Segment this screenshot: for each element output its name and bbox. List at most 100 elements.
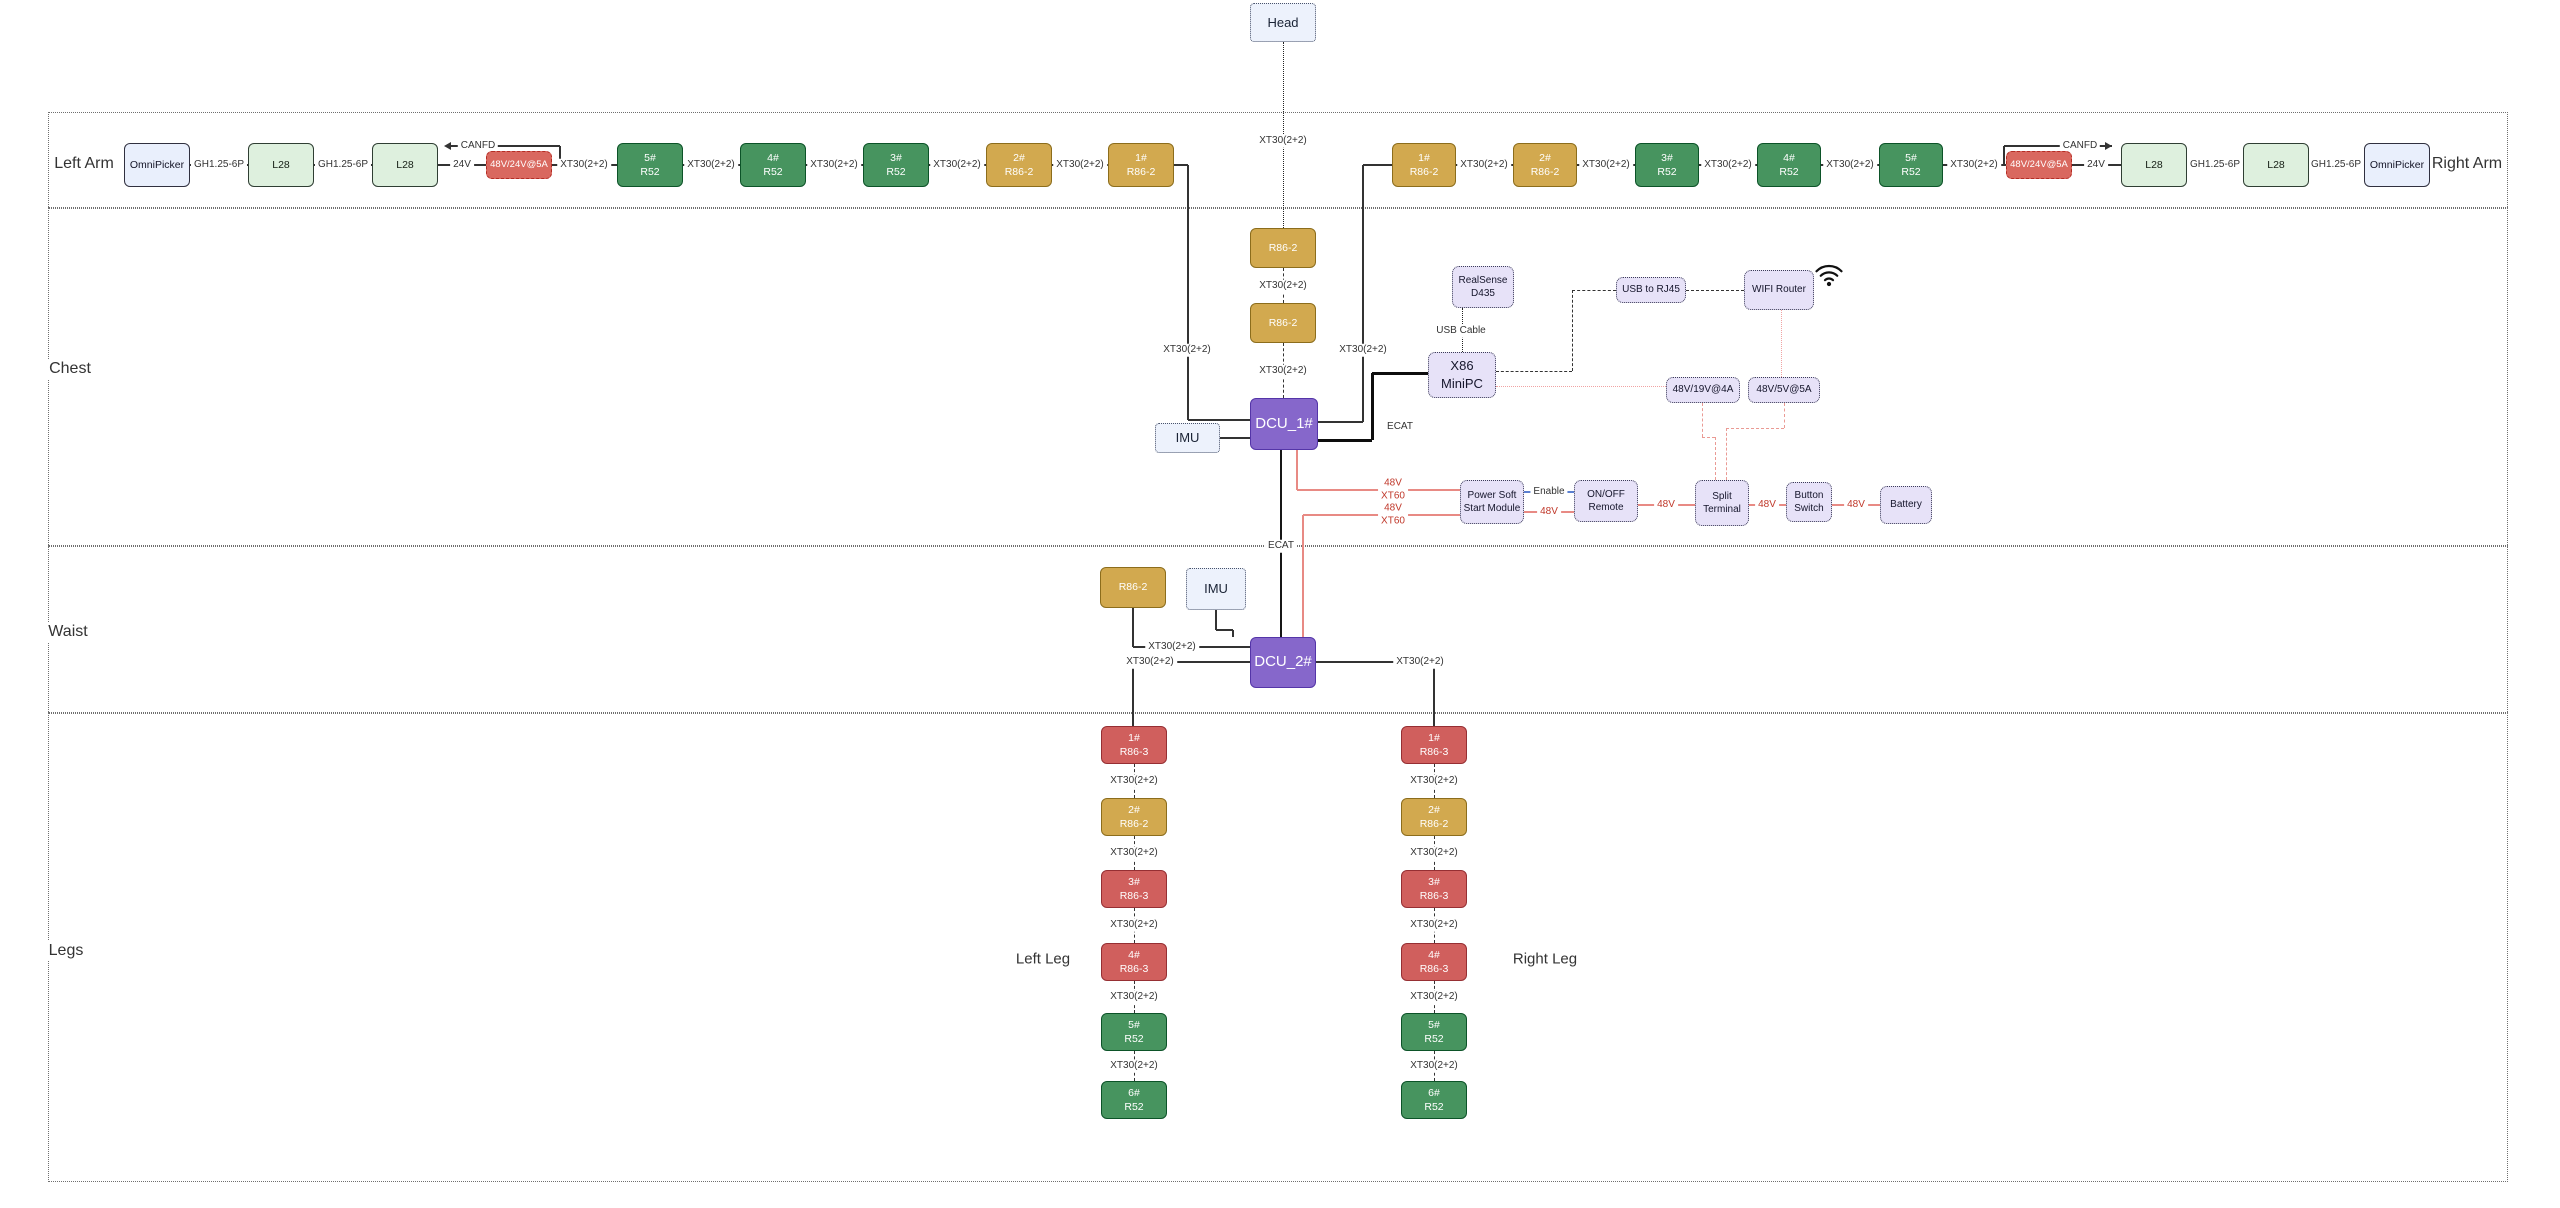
connector-line	[446, 145, 560, 147]
node-label: R52	[1424, 1033, 1444, 1045]
node-split-terminal: Split Terminal	[1695, 480, 1749, 526]
node-l28-right-1: L28	[2121, 143, 2187, 187]
node-label: 4#	[1428, 948, 1440, 961]
label-line: 48V	[1540, 505, 1558, 517]
node-label: Button	[1794, 489, 1824, 501]
label-line: XT30(2+2)	[1410, 846, 1458, 858]
node-omnipicker-right: OmniPicker	[2364, 143, 2430, 187]
node-label: 1#	[1135, 151, 1147, 164]
node-chest-r862-a: R86-2	[1250, 228, 1316, 268]
label-line: GH1.25-6P	[2310, 158, 2362, 170]
edge-label: 48V XT60	[1378, 502, 1408, 528]
node-label: ON/OFF	[1587, 488, 1625, 500]
node-l28-left-2: L28	[372, 143, 438, 187]
node-label: 48V/24V@5A	[2010, 158, 2068, 170]
edge-label: Right Leg	[1509, 950, 1581, 970]
node-label: R86-3	[1419, 746, 1449, 758]
node-label: R86-3	[1119, 963, 1149, 975]
connector-line	[1726, 428, 1784, 429]
label-line: XT30(2+2)	[1410, 990, 1458, 1002]
node-label: 48V/24V@5A	[490, 158, 548, 170]
label-line: XT30(2+2)	[1582, 158, 1630, 170]
label-line: CANFD	[460, 139, 496, 151]
node-dcu-2: DCU_2#	[1250, 637, 1316, 688]
node-onoff-remote: ON/OFF Remote	[1574, 480, 1638, 522]
node-label: R52	[763, 166, 783, 178]
label-line: 48V	[1384, 477, 1402, 489]
label-line: Waist	[48, 623, 88, 640]
node-label: 1#	[1418, 151, 1430, 164]
node-right-arm-4: 4# R52	[1757, 143, 1821, 187]
edge-label: XT30(2+2)	[1407, 918, 1461, 932]
label-line: GH1.25-6P	[317, 158, 369, 170]
node-converter-right-arm: 48V/24V@5A	[2006, 151, 2072, 179]
node-label: R86-2	[1004, 166, 1034, 178]
label-line: XT60	[1381, 515, 1405, 526]
edge-label: CANFD	[2059, 139, 2101, 153]
edge-label: XT30(2+2)	[1336, 343, 1390, 357]
node-label: MiniPC	[1441, 376, 1483, 391]
node-label: 3#	[1661, 151, 1673, 164]
label-line: XT30(2+2)	[1163, 343, 1211, 355]
edge-label: XT30(2+2)	[1947, 158, 2001, 172]
label-line: XT30(2+2)	[1056, 158, 1104, 170]
edge-label: 24V	[2084, 158, 2108, 172]
connector-line	[1784, 403, 1785, 428]
node-right-leg-4: 4# R86-3	[1401, 943, 1467, 981]
node-imu-waist: IMU	[1186, 568, 1246, 610]
label-line: 24V	[2087, 158, 2105, 170]
connector-line	[1372, 371, 1428, 375]
connector-line	[1132, 608, 1134, 647]
node-left-arm-4: 4# R52	[740, 143, 806, 187]
edge-label: XT30(2+2)	[1256, 279, 1310, 293]
node-label: R52	[640, 166, 660, 178]
node-right-arm-3: 3# R52	[1635, 143, 1699, 187]
edge-label: 48V	[1654, 498, 1678, 512]
label-line: GH1.25-6P	[193, 158, 245, 170]
edge-label: XT30(2+2)	[684, 158, 738, 172]
node-label: L28	[396, 158, 414, 171]
node-label: 3#	[890, 151, 902, 164]
label-line: Left Arm	[54, 155, 114, 172]
node-label: Power Soft	[1467, 489, 1517, 501]
node-label: Start Module	[1463, 503, 1521, 514]
edge-label: XT30(2+2)	[1407, 774, 1461, 788]
connector-line	[1572, 290, 1573, 371]
node-label: 1#	[1128, 731, 1140, 744]
label-line: XT30(2+2)	[1259, 279, 1307, 291]
label-line: GH1.25-6P	[2189, 158, 2241, 170]
node-head: Head	[1250, 3, 1316, 42]
node-label: IMU	[1175, 430, 1200, 446]
connector-line	[1174, 164, 1188, 166]
node-right-arm-2: 2# R86-2	[1513, 143, 1577, 187]
edge-label: XT30(2+2)	[1256, 134, 1310, 148]
node-label: 5#	[1428, 1018, 1440, 1031]
node-label: L28	[272, 158, 290, 171]
node-right-leg-2: 2# R86-2	[1401, 798, 1467, 836]
node-right-leg-3: 3# R86-3	[1401, 870, 1467, 908]
node-label: R86-2	[1126, 166, 1156, 178]
label-line: XT30(2+2)	[1148, 640, 1196, 652]
connector-line	[1781, 310, 1782, 377]
node-label: 48V/19V@4A	[1672, 384, 1734, 396]
node-label: 4#	[1783, 151, 1795, 164]
label-line: XT30(2+2)	[1110, 990, 1158, 1002]
connector-line	[1715, 437, 1716, 480]
node-usb-to-rj45: USB to RJ45	[1616, 277, 1686, 303]
node-label: R86-3	[1119, 890, 1149, 902]
edge-label: XT30(2+2)	[557, 158, 611, 172]
node-x86-minipc: X86 MiniPC	[1428, 352, 1496, 398]
edge-label: Right Arm	[2428, 154, 2506, 174]
edge-label: XT30(2+2)	[1407, 846, 1461, 860]
node-label: R52	[1901, 166, 1921, 178]
edge-label: XT30(2+2)	[1457, 158, 1511, 172]
node-label: R86-2	[1268, 241, 1298, 254]
edge-label: Left Leg	[1012, 950, 1074, 970]
label-line: XT30(2+2)	[933, 158, 981, 170]
connector-line	[1686, 290, 1744, 291]
node-label: 2#	[1128, 803, 1140, 816]
node-label: USB to RJ45	[1622, 284, 1680, 296]
node-label: R52	[1657, 166, 1677, 178]
connector-line	[1702, 437, 1715, 438]
